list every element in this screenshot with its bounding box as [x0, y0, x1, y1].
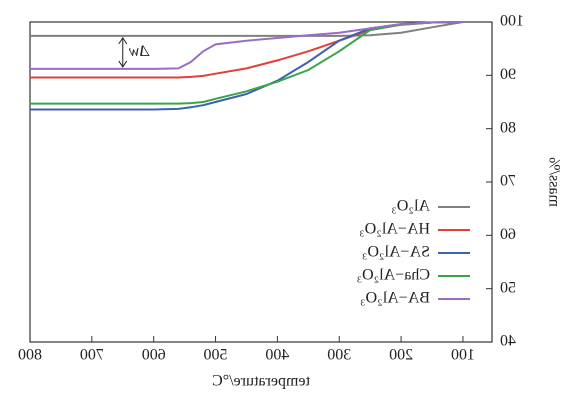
x-tick-label: 400 — [265, 347, 289, 364]
series-line — [30, 21, 464, 37]
y-axis-label: mass/% — [545, 157, 562, 207]
x-tick-label: 100 — [451, 347, 475, 364]
y-tick-label: 60 — [500, 226, 516, 243]
arrow-head — [118, 36, 128, 68]
x-tick-label: 600 — [142, 347, 166, 364]
x-tick-label: 800 — [18, 347, 42, 364]
y-tick-label: 40 — [500, 333, 516, 350]
legend-label: SA−Al₂O₃ — [362, 244, 430, 261]
y-tick-label: 50 — [500, 279, 516, 296]
series-line — [30, 21, 463, 70]
legend-label: Cha−Al₂O₃ — [356, 267, 430, 284]
x-tick-label: 500 — [204, 347, 228, 364]
x-axis-label: temperature/°C — [212, 373, 310, 390]
y-tick-label: 100 — [500, 13, 524, 30]
x-tick-label: 300 — [327, 347, 351, 364]
legend-label: HA−Al₂O₃ — [359, 221, 430, 238]
y-tick-label: 70 — [500, 173, 516, 190]
legend-label: BA−Al₂O₃ — [360, 290, 430, 307]
y-tick-label: 80 — [500, 119, 516, 136]
x-tick-label: 200 — [389, 347, 413, 364]
y-tick-label: 90 — [500, 66, 516, 83]
x-tick-label: 700 — [80, 347, 104, 364]
legend-label: Al₂O₃ — [391, 198, 430, 215]
series-line — [30, 21, 463, 105]
annotation: Δw — [128, 43, 149, 60]
